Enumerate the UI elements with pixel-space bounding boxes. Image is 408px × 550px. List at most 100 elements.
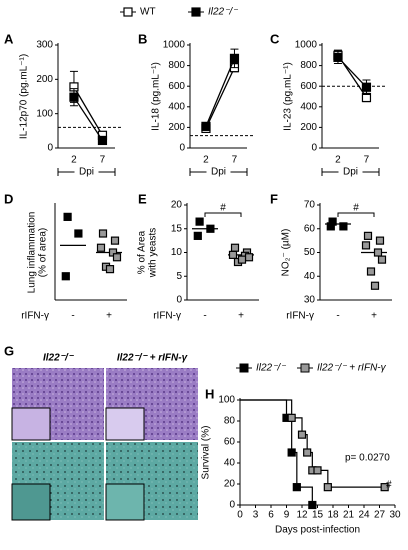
inset xyxy=(105,483,145,521)
y-axis-label: IL-23 (pg.mL⁻¹) xyxy=(283,62,294,131)
y-tick-label: 20 xyxy=(171,200,183,211)
point xyxy=(105,265,115,274)
panel-label: B xyxy=(138,31,147,46)
y-tick-label: 20 xyxy=(224,479,236,490)
point xyxy=(61,272,70,281)
y-tick-label: 0 xyxy=(47,143,53,154)
y-tick-label: 100 xyxy=(36,108,53,119)
x-tick-label: 21 xyxy=(343,510,355,521)
y-tick-label: 100 xyxy=(218,395,235,406)
legend-marker xyxy=(300,363,310,373)
point xyxy=(230,243,240,252)
x-axis-label: rIFN-γ xyxy=(21,311,49,322)
marker xyxy=(201,121,211,131)
significance-label: # xyxy=(353,203,359,214)
line xyxy=(73,96,104,141)
x-tick-label: 18 xyxy=(327,510,339,521)
point xyxy=(110,236,120,245)
x-tick-label: 24 xyxy=(358,510,370,521)
y-axis-label: Survival (%) xyxy=(201,426,212,480)
significance-bracket xyxy=(337,212,375,217)
inset xyxy=(105,407,145,441)
y-tick-label: 0 xyxy=(229,500,235,511)
x-axis-label: Dpi xyxy=(211,167,226,178)
marker xyxy=(229,53,240,63)
x-tick-label: + xyxy=(238,311,244,322)
column-title: Il22⁻/⁻ xyxy=(43,353,75,364)
x-axis-label: Days post-infection xyxy=(275,525,360,536)
point xyxy=(339,222,348,231)
panel-label: F xyxy=(270,191,278,206)
line xyxy=(205,58,236,127)
point xyxy=(206,224,215,233)
y-axis-label: with yeasts xyxy=(148,228,159,278)
x-tick-label: 27 xyxy=(374,510,386,521)
x-axis-label: Dpi xyxy=(79,167,94,178)
histology: G Il22⁻/⁻ Il22⁻/⁻ + rIFN-γ xyxy=(4,343,198,521)
annotation: # xyxy=(386,480,392,491)
y-axis-label: Lung inflammation xyxy=(27,212,38,294)
y-axis-label: NO₂⁻ (µM) xyxy=(281,229,292,277)
x-tick-label: - xyxy=(71,311,74,322)
x-tick-label: - xyxy=(336,311,339,322)
point xyxy=(370,281,380,290)
panel-label: A xyxy=(4,31,14,46)
line xyxy=(337,56,367,88)
x-axis-label: Dpi xyxy=(343,167,358,178)
y-tick-label: 0 xyxy=(176,295,182,306)
inset xyxy=(11,407,51,441)
x-tick-label: - xyxy=(203,311,206,322)
x-tick-label: 6 xyxy=(268,510,274,521)
x-tick-label: + xyxy=(106,311,112,322)
x-tick-label: 7 xyxy=(100,155,106,166)
point xyxy=(237,255,247,264)
point xyxy=(63,212,72,221)
y-tick-label: 60 xyxy=(304,223,316,234)
panel-label: G xyxy=(4,343,14,358)
point xyxy=(228,250,238,259)
panel-label: H xyxy=(205,386,214,401)
y-tick-label: 40 xyxy=(224,458,236,469)
y-tick-label: 300 xyxy=(36,40,53,51)
y-tick-label: 200 xyxy=(36,74,53,85)
y-tick-label: 0 xyxy=(179,143,185,154)
panel-label: D xyxy=(4,191,13,206)
x-tick-label: 9 xyxy=(284,510,290,521)
point xyxy=(244,253,254,262)
point xyxy=(373,248,383,257)
y-tick-label: 200 xyxy=(168,122,185,133)
legend-marker xyxy=(123,7,133,17)
significance-label: # xyxy=(220,203,226,214)
y-axis-label: (% of area) xyxy=(38,228,49,277)
legend-marker xyxy=(239,363,249,373)
line xyxy=(73,86,104,136)
point xyxy=(74,229,83,238)
significance-bracket xyxy=(204,212,242,217)
point xyxy=(98,229,108,238)
marker xyxy=(308,500,317,510)
marker xyxy=(333,52,343,62)
y-axis-label: IL-12p70 (pg.mL⁻¹) xyxy=(19,54,30,139)
y-tick-label: 600 xyxy=(168,81,185,92)
survival-curve xyxy=(240,399,313,505)
x-tick-label: 2 xyxy=(71,155,77,166)
y-tick-label: 80 xyxy=(224,416,236,427)
point xyxy=(326,222,335,231)
y-axis-label: IL-18 (pg.mL⁻¹) xyxy=(151,62,162,131)
y-tick-label: 10 xyxy=(171,247,183,258)
y-tick-label: 600 xyxy=(300,81,317,92)
y-tick-label: 70 xyxy=(304,200,316,211)
point xyxy=(361,241,371,250)
line xyxy=(205,67,236,129)
marker xyxy=(69,92,79,102)
legend-label: Il22⁻/⁻ + rIFN-γ xyxy=(317,363,387,374)
y-tick-label: 400 xyxy=(168,101,185,112)
column-title: Il22⁻/⁻ + rIFN-γ xyxy=(117,353,189,364)
point xyxy=(366,267,376,276)
panel-label: C xyxy=(270,31,280,46)
legend-label: Il22⁻/⁻ xyxy=(208,7,238,18)
x-tick-label: 3 xyxy=(253,510,259,521)
y-tick-label: 60 xyxy=(224,437,236,448)
y-tick-label: 40 xyxy=(304,271,316,282)
